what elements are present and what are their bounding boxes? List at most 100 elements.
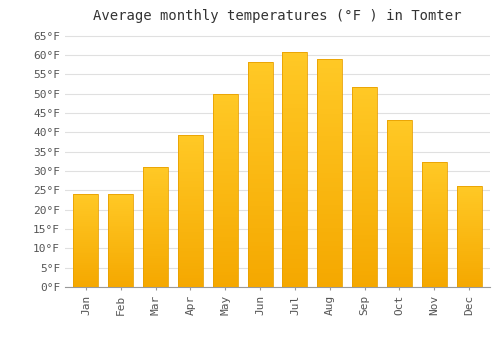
Bar <box>212 144 238 148</box>
Bar <box>248 107 272 111</box>
Bar <box>74 235 98 237</box>
Bar <box>317 123 342 127</box>
Bar <box>143 220 168 222</box>
Bar <box>212 160 238 163</box>
Bar <box>456 200 481 202</box>
Bar <box>178 150 203 154</box>
Bar <box>74 205 98 207</box>
Bar <box>352 275 377 279</box>
Bar <box>178 208 203 211</box>
Bar <box>212 245 238 248</box>
Bar <box>282 240 308 245</box>
Bar <box>317 105 342 109</box>
Bar <box>212 275 238 279</box>
Bar <box>422 162 447 164</box>
Bar <box>248 197 272 201</box>
Bar <box>212 125 238 128</box>
Bar <box>74 280 98 281</box>
Bar <box>456 263 481 265</box>
Bar <box>282 245 308 250</box>
Bar <box>212 194 238 198</box>
Bar <box>282 108 308 113</box>
Bar <box>74 231 98 233</box>
Bar <box>212 94 238 287</box>
Bar <box>74 197 98 199</box>
Bar <box>108 268 134 270</box>
Bar <box>317 278 342 282</box>
Bar <box>456 222 481 224</box>
Bar <box>456 236 481 238</box>
Bar <box>456 234 481 236</box>
Bar <box>456 218 481 220</box>
Bar <box>212 268 238 272</box>
Bar <box>74 285 98 287</box>
Bar <box>178 163 203 166</box>
Bar <box>143 246 168 248</box>
Bar <box>352 95 377 99</box>
Bar <box>248 174 272 179</box>
Bar <box>108 276 134 278</box>
Bar <box>317 273 342 278</box>
Bar <box>422 262 447 265</box>
Bar <box>317 82 342 86</box>
Bar <box>387 197 412 200</box>
Bar <box>317 146 342 150</box>
Bar <box>248 224 272 229</box>
Bar <box>352 147 377 151</box>
Bar <box>212 121 238 125</box>
Bar <box>282 80 308 85</box>
Bar <box>422 227 447 229</box>
Bar <box>143 280 168 282</box>
Bar <box>248 129 272 134</box>
Bar <box>248 102 272 107</box>
Bar <box>422 254 447 257</box>
Bar <box>178 241 203 245</box>
Bar <box>387 264 412 267</box>
Bar <box>387 140 412 143</box>
Bar <box>387 167 412 170</box>
Bar <box>387 120 412 287</box>
Bar <box>317 219 342 223</box>
Bar <box>108 233 134 235</box>
Bar <box>212 260 238 264</box>
Bar <box>108 242 134 244</box>
Bar <box>352 111 377 115</box>
Bar <box>422 244 447 247</box>
Bar <box>387 133 412 136</box>
Bar <box>248 71 272 75</box>
Bar <box>178 190 203 193</box>
Bar <box>387 193 412 197</box>
Bar <box>143 191 168 193</box>
Bar <box>74 194 98 196</box>
Bar <box>212 272 238 275</box>
Bar <box>143 222 168 224</box>
Bar <box>387 187 412 190</box>
Bar <box>422 214 447 217</box>
Bar <box>456 253 481 254</box>
Bar <box>352 155 377 159</box>
Bar <box>178 172 203 175</box>
Bar <box>178 238 203 242</box>
Bar <box>108 265 134 266</box>
Bar <box>456 192 481 194</box>
Bar <box>456 243 481 244</box>
Bar <box>282 122 308 127</box>
Bar <box>178 278 203 281</box>
Bar <box>108 280 134 281</box>
Bar <box>352 267 377 271</box>
Bar <box>248 84 272 89</box>
Bar <box>143 217 168 220</box>
Bar <box>352 171 377 175</box>
Bar <box>422 252 447 254</box>
Bar <box>108 272 134 274</box>
Bar <box>352 127 377 131</box>
Bar <box>108 281 134 283</box>
Bar <box>317 196 342 200</box>
Bar <box>248 138 272 143</box>
Bar <box>456 198 481 200</box>
Bar <box>282 141 308 146</box>
Bar <box>212 206 238 210</box>
Bar <box>108 255 134 257</box>
Bar <box>422 197 447 199</box>
Bar <box>352 191 377 195</box>
